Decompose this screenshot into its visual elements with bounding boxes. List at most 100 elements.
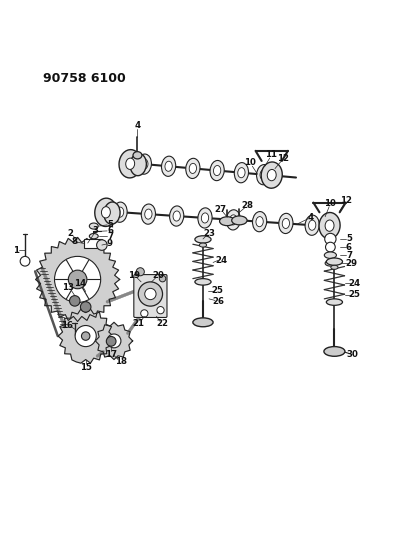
Ellipse shape xyxy=(137,154,151,174)
Text: 8: 8 xyxy=(72,237,78,246)
Circle shape xyxy=(136,268,144,276)
Ellipse shape xyxy=(103,202,120,224)
Ellipse shape xyxy=(256,165,270,185)
Text: 15: 15 xyxy=(80,363,91,372)
Ellipse shape xyxy=(278,213,292,233)
Text: 6: 6 xyxy=(345,243,351,252)
Ellipse shape xyxy=(226,210,240,230)
Text: 30: 30 xyxy=(346,350,357,359)
Circle shape xyxy=(144,288,156,300)
Circle shape xyxy=(107,334,121,348)
Ellipse shape xyxy=(209,160,224,181)
Ellipse shape xyxy=(213,166,220,175)
Text: 22: 22 xyxy=(156,319,168,328)
Circle shape xyxy=(325,242,335,252)
Circle shape xyxy=(159,276,165,282)
Ellipse shape xyxy=(140,159,148,169)
Text: 24: 24 xyxy=(348,279,360,288)
Ellipse shape xyxy=(267,169,276,181)
Ellipse shape xyxy=(192,318,213,327)
Ellipse shape xyxy=(133,151,142,159)
Text: 21: 21 xyxy=(133,319,144,328)
Text: 7: 7 xyxy=(107,232,113,241)
Text: 10: 10 xyxy=(243,158,255,167)
Text: 13: 13 xyxy=(62,284,74,293)
Ellipse shape xyxy=(323,346,344,356)
Ellipse shape xyxy=(89,223,98,229)
Text: 5: 5 xyxy=(107,220,113,229)
Circle shape xyxy=(81,332,90,340)
Text: 11: 11 xyxy=(264,150,276,159)
Polygon shape xyxy=(83,239,101,248)
Text: 23: 23 xyxy=(203,229,215,238)
Circle shape xyxy=(70,296,80,306)
Text: 90758 6100: 90758 6100 xyxy=(43,72,126,85)
Text: 12: 12 xyxy=(276,154,288,163)
Ellipse shape xyxy=(144,209,152,219)
Ellipse shape xyxy=(304,215,319,235)
Ellipse shape xyxy=(324,220,333,231)
Ellipse shape xyxy=(330,265,337,269)
Ellipse shape xyxy=(201,213,208,223)
Text: 26: 26 xyxy=(212,297,224,306)
Ellipse shape xyxy=(141,204,155,224)
Ellipse shape xyxy=(326,258,342,265)
Polygon shape xyxy=(36,237,119,321)
Ellipse shape xyxy=(194,236,211,243)
Text: 24: 24 xyxy=(215,256,227,265)
Ellipse shape xyxy=(259,169,267,180)
Circle shape xyxy=(68,270,87,289)
Ellipse shape xyxy=(173,211,180,221)
Circle shape xyxy=(324,233,335,245)
Text: 28: 28 xyxy=(241,201,253,210)
Text: 7: 7 xyxy=(345,251,351,260)
Ellipse shape xyxy=(231,216,247,225)
Ellipse shape xyxy=(161,156,175,176)
Text: 18: 18 xyxy=(115,358,126,367)
Text: 1: 1 xyxy=(13,246,19,255)
Ellipse shape xyxy=(237,168,245,177)
Polygon shape xyxy=(58,309,113,363)
Text: 9: 9 xyxy=(107,239,113,248)
Text: 6: 6 xyxy=(107,227,113,236)
Ellipse shape xyxy=(324,252,336,259)
Text: 20: 20 xyxy=(152,271,164,280)
Text: 16: 16 xyxy=(61,321,72,329)
Ellipse shape xyxy=(119,150,141,178)
Circle shape xyxy=(106,336,116,346)
Text: 27: 27 xyxy=(214,205,226,214)
Text: 5: 5 xyxy=(345,235,351,244)
Text: 17: 17 xyxy=(105,350,117,359)
Ellipse shape xyxy=(281,219,289,229)
Ellipse shape xyxy=(229,215,236,225)
Text: 3: 3 xyxy=(92,227,99,236)
Ellipse shape xyxy=(101,207,110,218)
Ellipse shape xyxy=(113,202,127,222)
Ellipse shape xyxy=(94,198,117,227)
Text: 2: 2 xyxy=(67,229,74,238)
Ellipse shape xyxy=(89,233,98,239)
Text: 4: 4 xyxy=(134,121,140,130)
Ellipse shape xyxy=(185,158,200,179)
Ellipse shape xyxy=(326,299,342,305)
Ellipse shape xyxy=(255,216,263,227)
Ellipse shape xyxy=(219,217,234,225)
Ellipse shape xyxy=(198,208,211,228)
Ellipse shape xyxy=(189,163,196,173)
Text: 12: 12 xyxy=(339,196,351,205)
Circle shape xyxy=(157,306,164,314)
Circle shape xyxy=(140,310,148,317)
Circle shape xyxy=(75,326,96,346)
Text: 19: 19 xyxy=(128,271,140,280)
Text: 29: 29 xyxy=(344,259,357,268)
Ellipse shape xyxy=(116,207,124,217)
Circle shape xyxy=(80,302,91,312)
Ellipse shape xyxy=(234,163,248,183)
Text: 4: 4 xyxy=(307,213,313,222)
Text: 25: 25 xyxy=(211,286,222,295)
Ellipse shape xyxy=(261,162,281,188)
Ellipse shape xyxy=(199,243,206,247)
Polygon shape xyxy=(95,322,132,360)
Circle shape xyxy=(97,240,107,251)
Ellipse shape xyxy=(318,213,339,239)
